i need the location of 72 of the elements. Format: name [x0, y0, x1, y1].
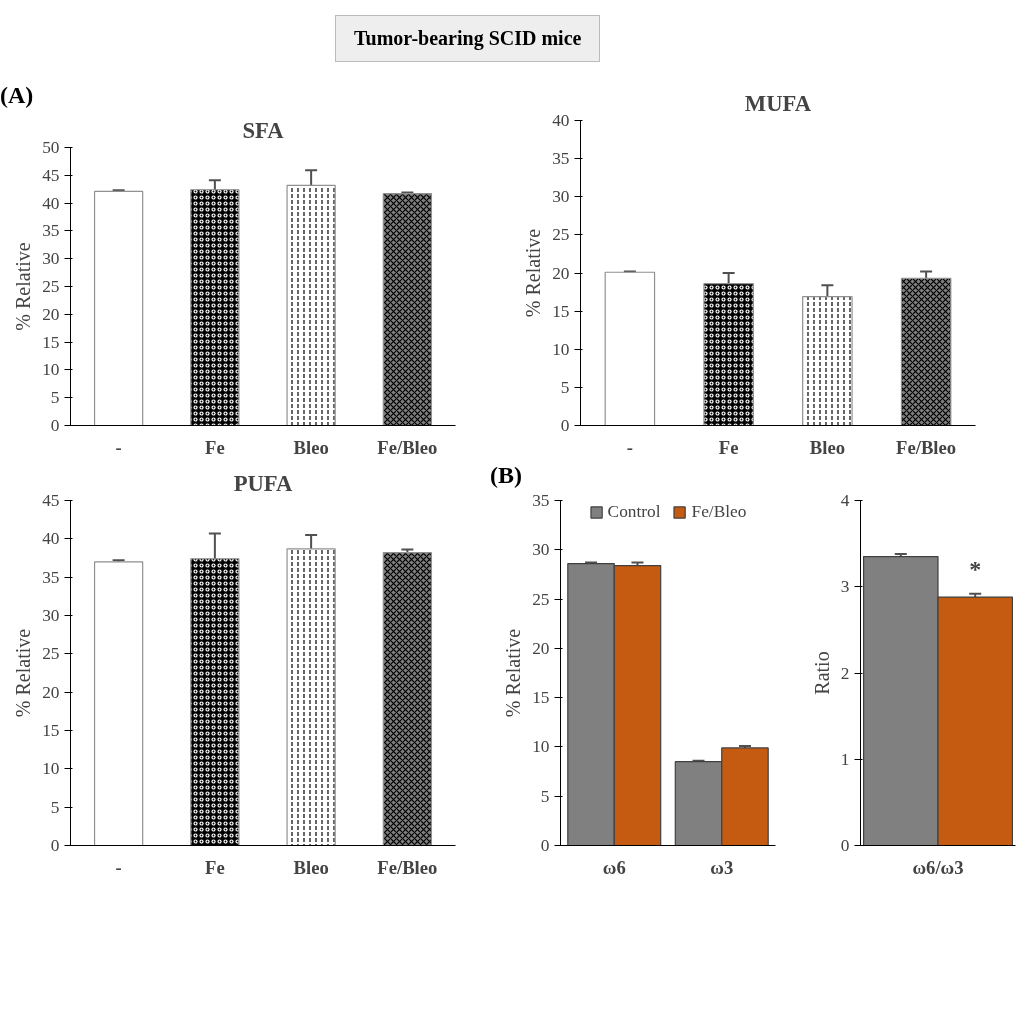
y-tick-label: 5: [50, 797, 60, 817]
y-tick-label: 20: [42, 682, 60, 702]
y-tick-label: 30: [42, 606, 60, 625]
y-tick-label: 15: [42, 332, 60, 352]
x-tick-label: Fe/Bleo: [377, 856, 438, 878]
text: (A): [0, 81, 34, 110]
x-tick-label: -: [115, 856, 122, 878]
y-tick-label: 5: [560, 377, 570, 397]
y-tick-label: 15: [42, 721, 60, 740]
y-tick-label: 45: [42, 491, 60, 510]
y-tick-label: 15: [552, 301, 570, 321]
y-axis-title: Ratio: [810, 651, 833, 695]
y-tick-label: 0: [840, 836, 850, 855]
y-tick-label: 25: [42, 277, 60, 296]
x-tick-label: Fe: [205, 856, 225, 878]
y-tick-label: 4: [840, 491, 850, 510]
annotation: *: [969, 556, 982, 583]
text: Tumor-bearing SCID mice: [335, 15, 601, 62]
y-tick-label: 20: [532, 638, 550, 658]
y-tick-label: 25: [42, 644, 60, 664]
legend-label: Control: [607, 502, 661, 522]
x-tick-label: Fe/Bleo: [377, 436, 438, 458]
text: (B): [490, 461, 522, 490]
y-tick-label: 50: [42, 138, 60, 157]
y-tick-label: 0: [540, 836, 550, 855]
y-tick-label: 10: [42, 759, 60, 779]
legend-label: Fe/Bleo: [691, 502, 747, 522]
chart-title: PUFA: [233, 470, 293, 496]
x-tick-label: Bleo: [809, 436, 846, 458]
y-axis-title: % Relative: [12, 242, 35, 331]
y-tick-label: 35: [42, 221, 60, 241]
y-tick-label: 0: [50, 416, 60, 435]
y-tick-label: 5: [540, 786, 550, 806]
y-tick-label: 2: [840, 663, 850, 683]
y-tick-label: 10: [532, 737, 550, 757]
x-tick-label: Fe/Bleo: [896, 436, 957, 458]
y-axis-title: % Relative: [502, 628, 525, 718]
y-tick-label: 30: [552, 187, 570, 207]
x-tick-label: Fe: [205, 436, 225, 458]
y-tick-label: 45: [42, 165, 60, 185]
chart-title: MUFA: [744, 90, 812, 116]
y-tick-label: 10: [552, 339, 570, 359]
y-axis-title: % Relative: [12, 628, 35, 718]
y-tick-label: 35: [552, 149, 570, 169]
x-tick-label: ω3: [710, 856, 734, 878]
y-tick-label: 40: [42, 193, 60, 213]
y-tick-label: 35: [532, 491, 550, 510]
x-tick-label: Bleo: [293, 436, 329, 458]
y-tick-label: 20: [552, 263, 570, 283]
x-tick-label: -: [626, 436, 633, 458]
x-tick-label: ω6/ω3: [912, 856, 964, 878]
y-tick-label: 30: [42, 249, 60, 269]
x-tick-label: -: [115, 436, 122, 458]
y-tick-label: 30: [532, 540, 550, 560]
x-tick-label: ω6: [602, 856, 626, 878]
x-tick-label: Fe: [718, 436, 739, 458]
y-tick-label: 40: [552, 111, 570, 130]
y-axis-title: % Relative: [522, 228, 545, 318]
y-tick-label: 35: [42, 567, 60, 587]
y-tick-label: 25: [552, 225, 570, 245]
y-tick-label: 0: [560, 416, 570, 435]
y-tick-label: 25: [532, 589, 550, 609]
y-tick-label: 15: [532, 688, 550, 708]
y-tick-label: 0: [50, 836, 60, 855]
y-tick-label: 20: [42, 304, 60, 324]
y-tick-label: 1: [840, 749, 850, 769]
chart-title: SFA: [242, 117, 285, 143]
y-tick-label: 3: [840, 577, 850, 597]
y-tick-label: 40: [42, 529, 60, 549]
y-tick-label: 10: [42, 360, 60, 380]
y-tick-label: 5: [50, 388, 60, 408]
x-tick-label: Bleo: [293, 856, 329, 878]
